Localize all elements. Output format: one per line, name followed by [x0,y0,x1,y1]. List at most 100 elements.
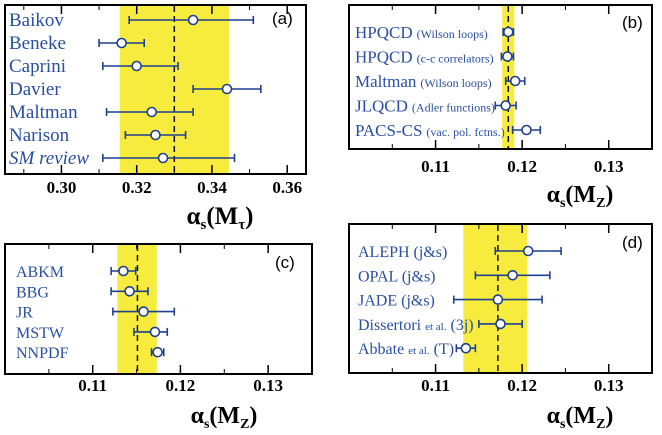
series-label-note: (Wilson loops) [417,27,488,41]
series-label-name: Beneke [9,33,66,54]
series-label-name: MSTW [16,325,65,342]
data-point [116,37,127,49]
data-point [521,124,532,136]
series-label: PACS-CS (vac. pol. fctns.) [355,121,505,140]
series-label: JLQCD (Adler functions) [355,97,495,116]
data-point [187,14,199,26]
x-tick-label: 0.36 [272,178,302,197]
x-axis-title-arg: (M [206,203,238,230]
series-label: HPQCD (Wilson loops) [355,23,488,42]
data-point [152,346,163,358]
series-label: Maltman (Wilson loops) [355,72,492,91]
data-point [118,265,129,277]
panel-b: 0.11 0.12 0.13 (b) HPQCD (Wilson loops) HPQCD (… [348,4,653,211]
series-label-name: ALEPH (j&s) [358,244,447,261]
series-label-name: Maltman [355,72,417,91]
x-axis-title-symbol: α [187,203,201,230]
x-axis-title: αs(MZ) [191,403,258,432]
series-label-name: Baikov [9,10,64,31]
series-label: Beneke [9,33,66,54]
series-label: Narison [9,125,70,146]
series-label-note: (Adler functions) [412,101,495,115]
series-label: JADE (j&s) [358,293,435,310]
x-axis-title-close: ) [245,203,253,230]
series-label-name: Caprini [9,56,66,77]
series-label: Maltman [9,102,78,123]
series-label-note: (Wilson loops) [420,76,491,90]
x-tick-label: 0.11 [421,157,450,176]
x-axis-title-symbol: α [547,403,561,429]
data-point [502,26,514,38]
series-label: SM review [9,148,89,169]
x-tick-label: 0.13 [594,376,624,395]
data-point [509,75,521,87]
series-label: Abbate et al. (T) [358,341,454,358]
panel-tag: (a) [272,9,293,28]
x-tick-label: 0.13 [253,376,283,395]
x-tick-label: 0.32 [122,178,152,197]
panel-tag: (b) [622,13,643,32]
data-point [146,106,158,118]
x-axis-title-symbol: α [191,403,205,429]
series-label-tail: (3j) [447,317,474,334]
series-label-name: NNPDF [16,345,69,362]
x-axis-title-close: ) [605,403,613,429]
series-label: JR [16,305,33,322]
panel-a: 0.30 0.32 0.34 0.36 (a) BaikovBenekeCapriniDa… [4,4,307,233]
x-tick-label: 0.11 [421,376,450,395]
x-axis-title: αs(MZ) [547,182,614,211]
data-point [500,100,511,111]
plot-frame [4,243,313,375]
series-label: HPQCD (c-c correlators) [355,48,494,67]
x-axis-title: αs(Mτ) [187,203,254,233]
series-label-name: Abbate [358,341,404,358]
panel-d: 0.11 0.12 0.13 (d) ALEPH (j&s) OPAL (j&s) JADE… [348,223,653,432]
panel-tag: (c) [275,253,295,272]
x-axis-title-argsub: τ [238,217,245,233]
series-label-name: JLQCD [355,97,408,116]
data-point [149,326,161,338]
data-point [124,285,135,297]
series-label-name: Narison [9,125,70,146]
series-label: NNPDF [16,345,69,362]
x-axis-title-close: ) [605,182,613,208]
plot-frame [348,223,653,374]
series-label-note: (vac. pol. fctns.) [426,125,504,139]
series-label: ABKM [16,264,64,281]
series-label-name: SM review [9,148,89,169]
data-point [221,83,233,95]
x-tick-label: 0.13 [594,157,624,176]
x-tick-label: 0.34 [197,178,227,197]
series-label: Davier [9,79,61,100]
series-label-name: HPQCD [355,48,413,67]
series-label-name: PACS-CS [355,121,422,140]
data-point [492,294,504,305]
plot-frame [348,4,653,150]
data-point [131,60,142,72]
series-label: Baikov [9,10,64,31]
series-label-name: HPQCD [355,23,413,42]
series-label: Caprini [9,56,66,77]
x-axis-title-arg: (M [565,403,596,429]
series-label-name: BBG [16,284,49,301]
series-label: MSTW [16,325,65,342]
series-label-name: Maltman [9,102,78,123]
series-label-name: OPAL (j&s) [358,268,436,285]
series-label-note: (c-c correlators) [417,52,494,66]
x-axis-title-sub: s [200,217,206,233]
x-tick-label: 0.12 [166,376,196,395]
series-label-name: JR [16,305,33,322]
series-label: ALEPH (j&s) [358,244,447,261]
series-label-note: et al. [408,345,430,357]
x-axis-title-argsub: Z [596,196,605,211]
x-tick-label: 0.12 [507,376,537,395]
data-point [522,245,534,257]
data-point [460,342,472,354]
x-axis-title-close: ) [249,403,257,429]
series-label: OPAL (j&s) [358,268,436,285]
x-axis-title-argsub: Z [596,417,605,432]
data-point [495,318,506,330]
plot-frame [4,4,307,175]
x-tick-label: 0.11 [78,376,107,395]
